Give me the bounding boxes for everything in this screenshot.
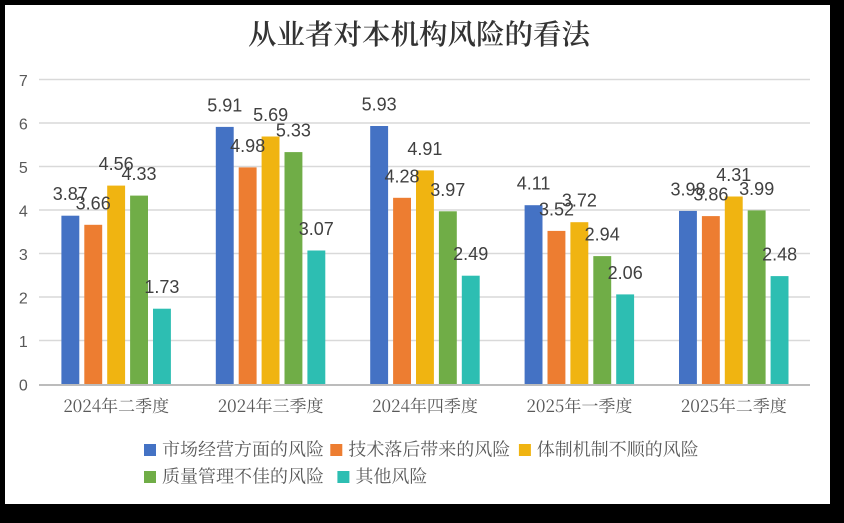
svg-text:4.28: 4.28 <box>384 166 419 186</box>
svg-text:6: 6 <box>19 117 28 134</box>
svg-text:3.97: 3.97 <box>430 180 465 200</box>
svg-text:3.52: 3.52 <box>539 199 574 219</box>
svg-text:2: 2 <box>19 291 28 308</box>
svg-text:2.49: 2.49 <box>453 244 488 264</box>
svg-text:3.99: 3.99 <box>739 179 774 199</box>
svg-text:0: 0 <box>19 378 28 395</box>
svg-text:4: 4 <box>19 204 28 221</box>
svg-text:5.69: 5.69 <box>253 105 288 125</box>
svg-text:5.33: 5.33 <box>276 121 311 141</box>
svg-text:1: 1 <box>19 334 28 351</box>
svg-text:5.93: 5.93 <box>362 95 397 115</box>
svg-text:4.91: 4.91 <box>407 139 442 159</box>
svg-text:3.98: 3.98 <box>670 179 705 199</box>
svg-text:3.87: 3.87 <box>53 184 88 204</box>
svg-text:7: 7 <box>19 73 28 90</box>
svg-text:4.11: 4.11 <box>517 174 551 194</box>
svg-text:3.66: 3.66 <box>76 193 111 213</box>
svg-text:2.06: 2.06 <box>608 263 643 283</box>
svg-text:4.31: 4.31 <box>716 165 751 185</box>
svg-text:4.56: 4.56 <box>99 154 134 174</box>
svg-text:1.73: 1.73 <box>144 277 179 297</box>
svg-text:5.91: 5.91 <box>207 95 242 115</box>
svg-text:3.86: 3.86 <box>693 185 728 205</box>
svg-text:4.33: 4.33 <box>121 164 156 184</box>
svg-text:3: 3 <box>19 247 28 264</box>
svg-text:5: 5 <box>19 160 28 177</box>
svg-text:4.98: 4.98 <box>230 136 265 156</box>
svg-text:3.72: 3.72 <box>562 191 597 211</box>
svg-text:3.07: 3.07 <box>299 219 334 239</box>
svg-text:2.48: 2.48 <box>762 245 797 265</box>
svg-text:2.94: 2.94 <box>585 225 620 245</box>
